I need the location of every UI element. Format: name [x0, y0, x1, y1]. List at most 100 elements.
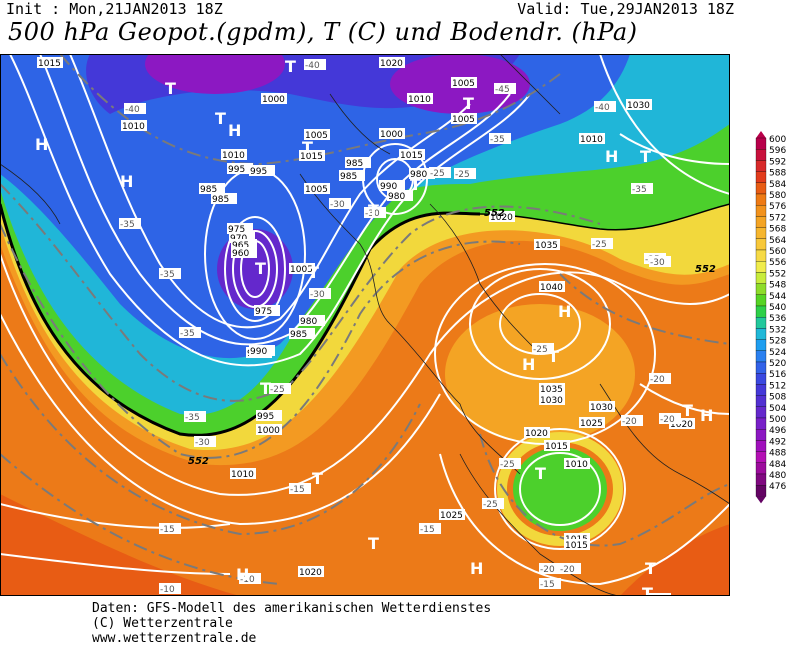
- temperature-label: -40: [305, 61, 320, 71]
- temp-label-bg: [539, 563, 561, 574]
- pressure-label-bg: [564, 533, 590, 544]
- high-pressure-symbol: H: [120, 172, 133, 191]
- valid-time: Valid: Tue,29JAN2013 18Z: [517, 0, 734, 18]
- pressure-label: 1000: [257, 426, 280, 436]
- legend-label: 588: [769, 169, 786, 179]
- legend-swatch: [755, 350, 767, 363]
- high-pressure-symbol: H: [470, 559, 483, 578]
- temp-label-bg: [594, 101, 616, 112]
- temperature-label: -25: [483, 500, 498, 510]
- pressure-label-bg: [199, 183, 225, 194]
- pressure-label-bg: [387, 190, 413, 201]
- temp-label-bg: [289, 483, 311, 494]
- legend-label: 576: [769, 202, 786, 212]
- temp-label-bg: [621, 415, 643, 426]
- legend-label: 500: [769, 415, 786, 425]
- pressure-label-bg: [579, 133, 605, 144]
- pressure-label-bg: [539, 394, 565, 405]
- pressure-label-bg: [489, 211, 515, 222]
- low-pressure-symbol: T: [165, 79, 176, 98]
- temp-label-bg: [159, 583, 181, 594]
- temp-label-bg: [559, 563, 581, 574]
- temperature-label: -35: [490, 135, 505, 145]
- pressure-label: 985: [200, 185, 217, 195]
- pressure-label: 965: [232, 241, 249, 251]
- pressure-label-bg: [230, 468, 256, 479]
- pressure-label: 960: [232, 249, 249, 259]
- temp-label-bg: [539, 578, 561, 589]
- pressure-label: 1015: [565, 541, 588, 551]
- pressure-label-bg: [298, 566, 324, 577]
- pressure-label-bg: [669, 418, 695, 429]
- legend-label: 528: [769, 337, 786, 347]
- pressure-label: 1030: [540, 396, 563, 406]
- legend-label: 540: [769, 303, 786, 313]
- map-title: 500 hPa Geopot.(gpdm), T (C) und Bodendr…: [8, 18, 638, 46]
- high-pressure-symbol: H: [605, 147, 618, 166]
- pressure-label-bg: [256, 410, 282, 421]
- pressure-label: 1015: [400, 151, 423, 161]
- legend-label: 596: [769, 146, 786, 156]
- pressure-label-bg: [579, 417, 605, 428]
- low-pressure-symbol: T: [302, 138, 313, 157]
- pressure-label-bg: [451, 77, 477, 88]
- legend-label: 488: [769, 449, 786, 459]
- temperature-label: -10: [160, 585, 175, 595]
- legend-label: 504: [769, 404, 786, 414]
- pressure-label: 1040: [540, 283, 563, 293]
- temp-label-bg: [184, 411, 206, 422]
- legend-swatch: [755, 171, 767, 183]
- pressure-label-bg: [229, 232, 255, 243]
- temp-label-bg: [304, 59, 326, 70]
- low-pressure-symbol: T: [642, 584, 653, 596]
- pressure-label: 995: [257, 412, 274, 422]
- pressure-label: 1015: [300, 152, 323, 162]
- footer: Daten: GFS-Modell des amerikanischen Wet…: [92, 601, 491, 646]
- pressure-label: 1010: [565, 460, 588, 470]
- temp-label-bg: [482, 498, 504, 509]
- low-pressure-symbol: T: [312, 469, 323, 488]
- legend-swatch: [755, 238, 767, 251]
- pressure-label-bg: [544, 440, 570, 451]
- temp-label-bg: [179, 327, 201, 338]
- legend-label: 508: [769, 393, 786, 403]
- temperature-label: -25: [455, 170, 470, 180]
- low-pressure-symbol: T: [640, 147, 651, 166]
- high-pressure-symbol: H: [700, 406, 713, 425]
- header: Init : Mon,21JAN2013 18Z Valid: Tue,29JA…: [6, 0, 782, 20]
- pressure-label-bg: [221, 149, 247, 160]
- temperature-label: -25: [592, 240, 607, 250]
- pressure-label: 1020: [380, 59, 403, 69]
- temperature-labels: -40 -45 -40 -40 -35 -35 -35 -30 -30 -25 -25 -25 -30 -…: [119, 59, 681, 596]
- legend-swatch: [755, 440, 767, 452]
- legend-label: 564: [769, 236, 786, 246]
- temp-label-bg: [591, 238, 613, 249]
- pressure-label-bg: [409, 168, 435, 179]
- temp-label-bg: [194, 436, 216, 447]
- temp-label-bg: [429, 167, 451, 178]
- pressure-label: 1005: [305, 185, 328, 195]
- pressure-label-bg: [339, 170, 365, 181]
- legend-label: 584: [769, 180, 786, 190]
- legend-label: 512: [769, 381, 786, 391]
- footer-url: www.wetterzentrale.de: [92, 631, 257, 646]
- pressure-label: 1000: [380, 130, 403, 140]
- legend-label: 572: [769, 213, 786, 223]
- legend-label: 492: [769, 437, 786, 447]
- high-pressure-symbol: H: [35, 135, 48, 154]
- high-pressure-symbol: H: [236, 565, 249, 584]
- pressure-label: 995: [228, 165, 245, 175]
- temperature-label: -35: [160, 270, 175, 280]
- pressure-label-bg: [211, 193, 237, 204]
- pressure-label-bg: [249, 345, 275, 356]
- pressure-label-bg: [304, 183, 330, 194]
- contour-552: [0, 203, 481, 437]
- pressure-label-bg: [564, 458, 590, 469]
- legend-label: 600: [769, 135, 786, 145]
- legend-label: 532: [769, 325, 786, 335]
- pressure-labels: 1015 1020 1005 1010 1000 1010 1005 1030 1010 1005…: [37, 57, 695, 578]
- temperature-label: -35: [632, 185, 647, 195]
- legend-label: 480: [769, 471, 786, 481]
- field-violet-nw: [145, 54, 285, 94]
